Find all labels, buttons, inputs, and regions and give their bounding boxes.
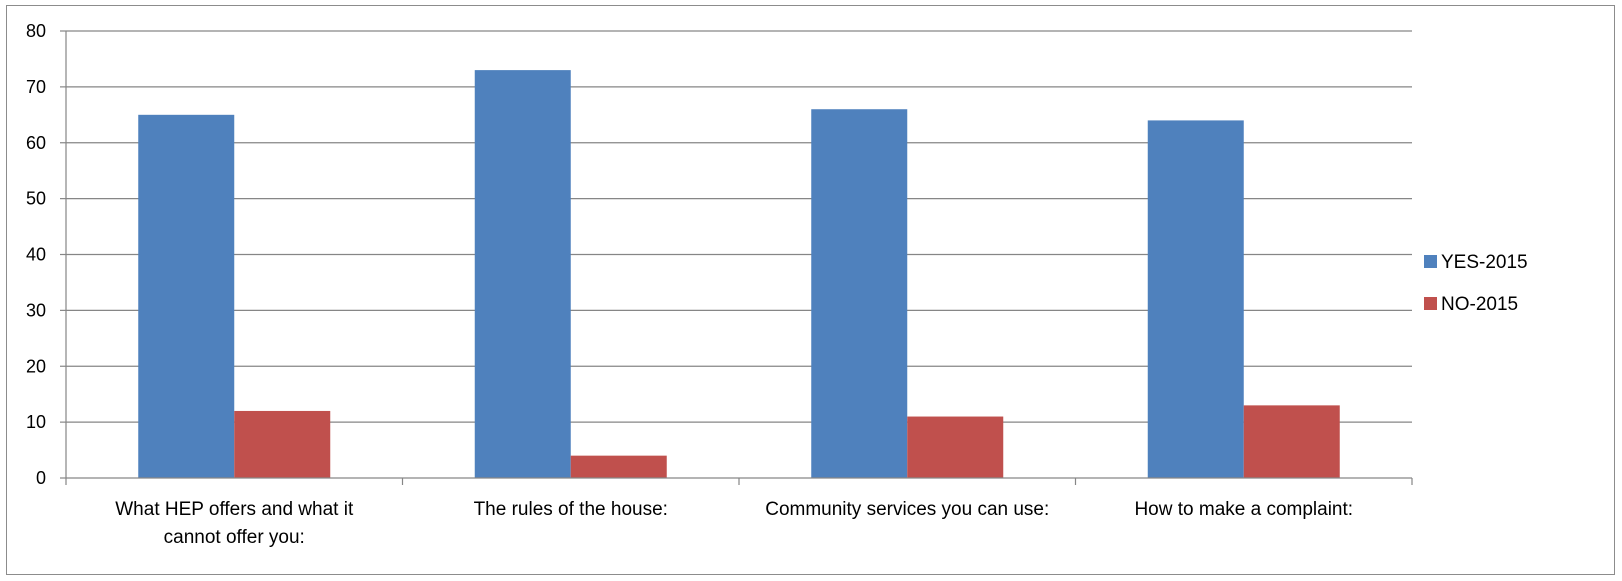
y-tick-label: 50 (26, 189, 46, 209)
bar-yes-2015 (474, 70, 571, 479)
y-tick-label: 30 (26, 300, 46, 320)
y-tick-label: 20 (26, 356, 46, 376)
y-tick-label: 70 (26, 77, 46, 97)
x-category-label: What HEP offers and what it cannot offer … (115, 499, 354, 548)
axes (60, 30, 1413, 485)
bar-yes-2015 (138, 114, 235, 478)
y-tick-label: 10 (26, 412, 46, 432)
y-tick-label: 0 (36, 468, 46, 488)
legend-label: NO-2015 (1441, 294, 1518, 315)
legend-label: YES-2015 (1441, 252, 1528, 273)
y-axis-tick-labels: 0 10 20 30 40 50 60 70 80 (26, 21, 46, 488)
x-category-label: Community services you can use: (765, 499, 1049, 520)
x-category-label: The rules of the house: (474, 499, 668, 520)
bar-yes-2015 (811, 109, 908, 478)
bar-no-2015 (570, 455, 667, 478)
legend-swatch (1424, 255, 1437, 268)
x-category-label: How to make a complaint: (1134, 499, 1353, 520)
bar-no-2015 (234, 410, 331, 478)
bar-no-2015 (907, 416, 1004, 478)
bars (138, 70, 1340, 479)
chart-frame (6, 5, 1615, 575)
x-axis-category-labels: What HEP offers and what it cannot offer … (115, 499, 1353, 548)
legend: YES-2015 NO-2015 (1424, 252, 1528, 315)
bar-no-2015 (1243, 405, 1340, 478)
y-tick-label: 40 (26, 245, 46, 265)
legend-swatch (1424, 297, 1437, 310)
y-tick-label: 80 (26, 21, 46, 41)
y-tick-label: 60 (26, 133, 46, 153)
bar-yes-2015 (1147, 120, 1244, 479)
